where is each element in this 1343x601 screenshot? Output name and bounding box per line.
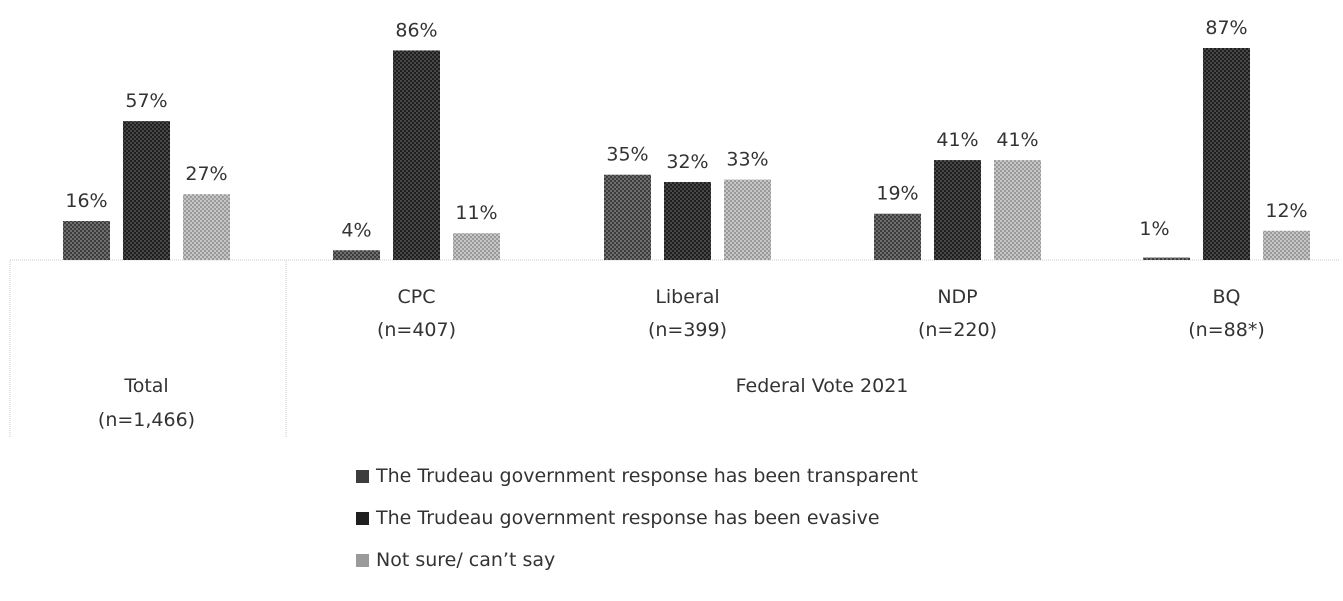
data-label: 32% bbox=[666, 151, 708, 173]
bar-total-series-3 bbox=[183, 194, 230, 260]
category-label: Liberal bbox=[655, 286, 719, 308]
category-label: Total bbox=[123, 375, 168, 397]
bar-bq-series-1 bbox=[1143, 257, 1190, 260]
data-label: 57% bbox=[125, 90, 167, 112]
category-label: BQ bbox=[1213, 286, 1241, 308]
data-label: 41% bbox=[936, 129, 978, 151]
category-sample-size: (n=88*) bbox=[1188, 319, 1264, 341]
legend-swatch bbox=[356, 511, 369, 525]
bar-bq-series-3 bbox=[1263, 230, 1310, 260]
bar-ndp-series-1 bbox=[874, 213, 921, 260]
bar-bq-series-2 bbox=[1203, 48, 1250, 260]
bar-liberal-series-1 bbox=[604, 174, 651, 260]
bar-cpc-series-2 bbox=[393, 50, 440, 260]
category-sample-size: (n=407) bbox=[377, 319, 456, 341]
category-label: NDP bbox=[937, 286, 977, 308]
data-label: 87% bbox=[1205, 17, 1247, 39]
legend-item: Not sure/ can’t say bbox=[356, 546, 918, 574]
data-label: 35% bbox=[606, 144, 648, 166]
data-label: 4% bbox=[341, 219, 371, 241]
legend-label: The Trudeau government response has been… bbox=[376, 465, 918, 487]
data-label: 27% bbox=[185, 163, 227, 185]
legend-item: The Trudeau government response has been… bbox=[356, 504, 918, 532]
data-label: 16% bbox=[65, 190, 107, 212]
data-label: 41% bbox=[996, 129, 1038, 151]
data-label: 12% bbox=[1265, 200, 1307, 222]
category-sample-size: (n=1,466) bbox=[98, 409, 195, 431]
bar-liberal-series-3 bbox=[724, 179, 771, 260]
category-sample-size: (n=220) bbox=[918, 319, 997, 341]
legend-item: The Trudeau government response has been… bbox=[356, 462, 918, 490]
bar-chart: 16% 4% 35% 19% 1% 57% 86% 32% 41% 87% 27% 11% 33% 41%… bbox=[9, 17, 1340, 438]
legend-label: The Trudeau government response has been… bbox=[376, 507, 880, 529]
data-label: 33% bbox=[726, 149, 768, 171]
group-label: Federal Vote 2021 bbox=[736, 375, 909, 397]
data-label: 11% bbox=[455, 202, 497, 224]
bar-ndp-series-2 bbox=[934, 160, 981, 260]
legend-swatch bbox=[356, 553, 369, 567]
legend-swatch bbox=[356, 469, 369, 483]
data-label: 86% bbox=[395, 19, 437, 41]
bar-cpc-series-1 bbox=[333, 250, 380, 260]
data-label: 19% bbox=[876, 183, 918, 205]
bar-ndp-series-3 bbox=[994, 160, 1041, 260]
legend-label: Not sure/ can’t say bbox=[376, 549, 556, 571]
bar-total-series-2 bbox=[123, 121, 170, 260]
category-sample-size: (n=399) bbox=[648, 319, 727, 341]
bar-liberal-series-2 bbox=[664, 182, 711, 260]
bar-total-series-1 bbox=[63, 221, 110, 260]
bar-cpc-series-3 bbox=[453, 233, 500, 260]
legend: The Trudeau government response has been… bbox=[356, 462, 918, 588]
category-label: CPC bbox=[398, 286, 436, 308]
data-label: 1% bbox=[1139, 218, 1169, 240]
